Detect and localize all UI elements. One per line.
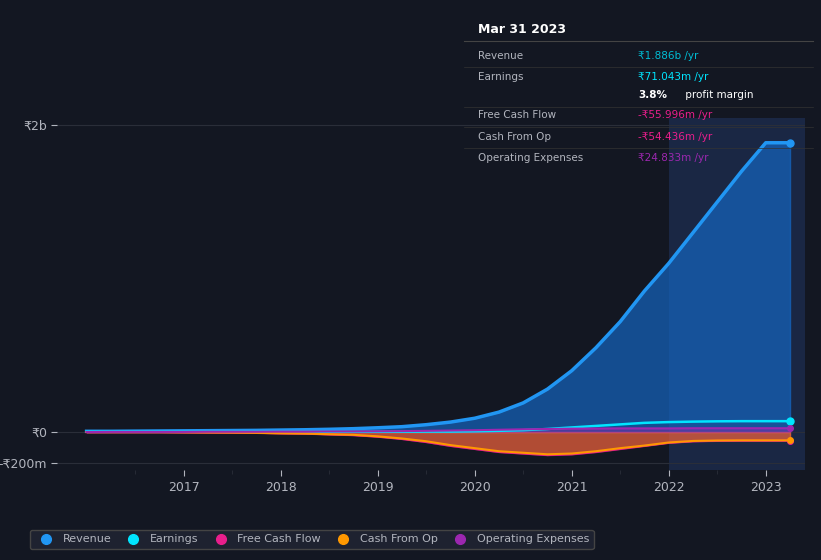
Text: profit margin: profit margin	[682, 91, 754, 100]
Text: Revenue: Revenue	[478, 51, 523, 61]
Text: ₹71.043m /yr: ₹71.043m /yr	[639, 72, 709, 82]
Bar	[669, 118, 805, 470]
Text: Operating Expenses: Operating Expenses	[478, 153, 583, 164]
Legend: Revenue, Earnings, Free Cash Flow, Cash From Op, Operating Expenses: Revenue, Earnings, Free Cash Flow, Cash …	[30, 530, 594, 549]
Text: ₹1.886b /yr: ₹1.886b /yr	[639, 51, 699, 61]
Text: 3.8%: 3.8%	[639, 91, 667, 100]
Text: -₹55.996m /yr: -₹55.996m /yr	[639, 110, 713, 120]
Text: ₹24.833m /yr: ₹24.833m /yr	[639, 153, 709, 164]
Text: Free Cash Flow: Free Cash Flow	[478, 110, 556, 120]
Text: -₹54.436m /yr: -₹54.436m /yr	[639, 132, 713, 142]
Text: Cash From Op: Cash From Op	[478, 132, 551, 142]
Text: Earnings: Earnings	[478, 72, 523, 82]
Text: Mar 31 2023: Mar 31 2023	[478, 23, 566, 36]
